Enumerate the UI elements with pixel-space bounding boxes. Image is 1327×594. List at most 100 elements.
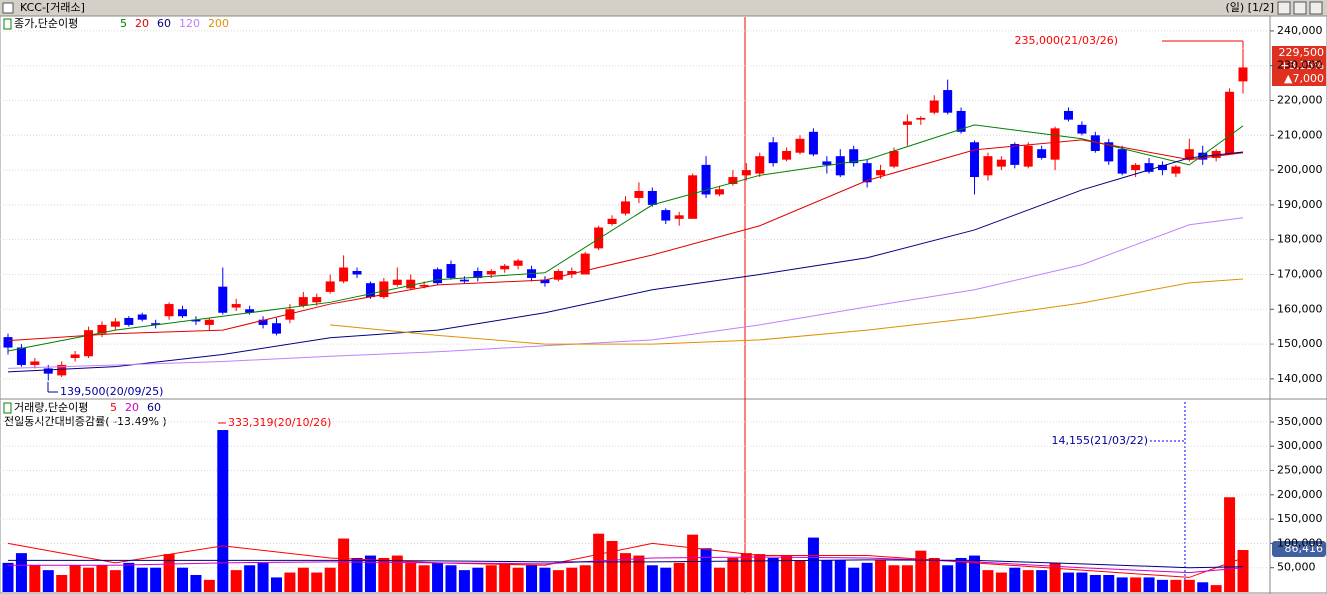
candle-body [1238,67,1248,82]
candle-body [1225,91,1235,155]
volume-bar [499,562,511,592]
volume-bar [781,555,793,592]
volume-bar [1103,574,1115,592]
volume-bar [29,565,41,592]
candle-body [621,201,630,214]
candle-body [862,163,872,183]
volume-bar [579,565,591,592]
legend-title: 종가,단순이평 [14,17,78,30]
volume-bar [606,540,618,592]
legend-entry: 5 [110,401,117,414]
volume-bar [391,555,403,592]
volume-bar [69,565,81,592]
volume-bar [109,570,121,592]
volume-bar [821,560,833,592]
volume-bar [418,565,430,592]
candle-body [688,175,698,219]
volume-bar [1036,570,1048,592]
volume-bar [660,567,672,592]
candle-body [392,279,402,285]
close-button[interactable] [1309,1,1323,15]
volume-bar [257,562,269,592]
legend-entry: 20 [135,17,149,30]
minimize-button[interactable] [1277,1,1291,15]
volume-bar [620,553,631,592]
candle-body [755,156,765,174]
candle-body [43,368,53,374]
y-tick-label: 190,000 [1277,198,1323,211]
volume-bar [96,565,108,592]
volume-bar [297,567,309,592]
window-title: KCC-[거래소] [20,1,85,14]
volume-bar [203,579,215,592]
candle-body [110,321,120,327]
candle-body [419,284,429,287]
y-tick-label: 230,000 [1277,59,1323,72]
change: ▲7,000 [1284,72,1324,85]
candle-body [231,304,241,308]
volume-bar [687,534,699,592]
y-tick-label: 150,000 [1277,337,1323,350]
volume-bar [888,565,900,592]
candle-body [258,319,268,325]
ma-line [8,556,1244,574]
candle-body [1144,163,1154,172]
volume-bar [378,557,390,592]
y-tick-label: 170,000 [1277,267,1323,280]
candle-body [339,267,349,282]
change-rate: +3.15% [1280,59,1324,72]
volume-bar [1224,497,1236,592]
volume-bar [1009,567,1021,592]
candle-body [929,100,939,113]
volume-bar [311,572,323,592]
annotation: 235,000(21/03/26) [1015,34,1118,47]
legend-entry: 20 [125,401,139,414]
candle-body [876,170,886,176]
volume-bar [136,567,148,592]
volume-bar [1237,550,1249,592]
candle-body [473,271,483,278]
legend-entry: 120 [179,17,200,30]
y-tick-label: 210,000 [1277,128,1323,141]
volume-bar [1143,577,1155,592]
candle-body [956,110,966,132]
title-bar [0,0,1327,16]
volume-bar [150,567,162,592]
ma-line [330,278,1244,345]
candle-body [1010,144,1020,165]
candle-body [782,150,792,160]
y-tick-label: 200,000 [1277,488,1323,501]
candle-body [124,317,134,325]
candle-body [84,330,94,357]
y-tick-label: 140,000 [1277,372,1323,385]
volume-bar [177,567,189,592]
volume-bar [915,550,927,592]
candle-body [352,271,362,275]
volume-bar [445,565,457,592]
volume-bar [1089,574,1101,592]
volume-bar [552,570,564,592]
candle-body [701,164,711,195]
volume-bar [123,562,135,592]
candle-body [916,117,926,120]
volume-bar [1116,577,1128,592]
volume-bar [1170,579,1182,592]
candle-body [312,297,322,303]
y-tick-label: 220,000 [1277,94,1323,107]
y-tick-label: 150,000 [1277,512,1323,525]
candle-body [647,190,657,205]
y-tick-label: 300,000 [1277,439,1323,452]
volume-bar [83,567,95,592]
volume-bar [1130,577,1142,592]
volume-bar [727,557,739,592]
maximize-button[interactable] [1293,1,1307,15]
volume-bar [270,577,282,592]
volume-bar [593,533,605,592]
y-tick-label: 100,000 [1277,536,1323,549]
price-box [1272,46,1326,86]
candle-body [70,354,80,358]
candle-body [191,319,201,322]
candle-body [285,309,295,320]
volume-bar [1197,582,1209,592]
